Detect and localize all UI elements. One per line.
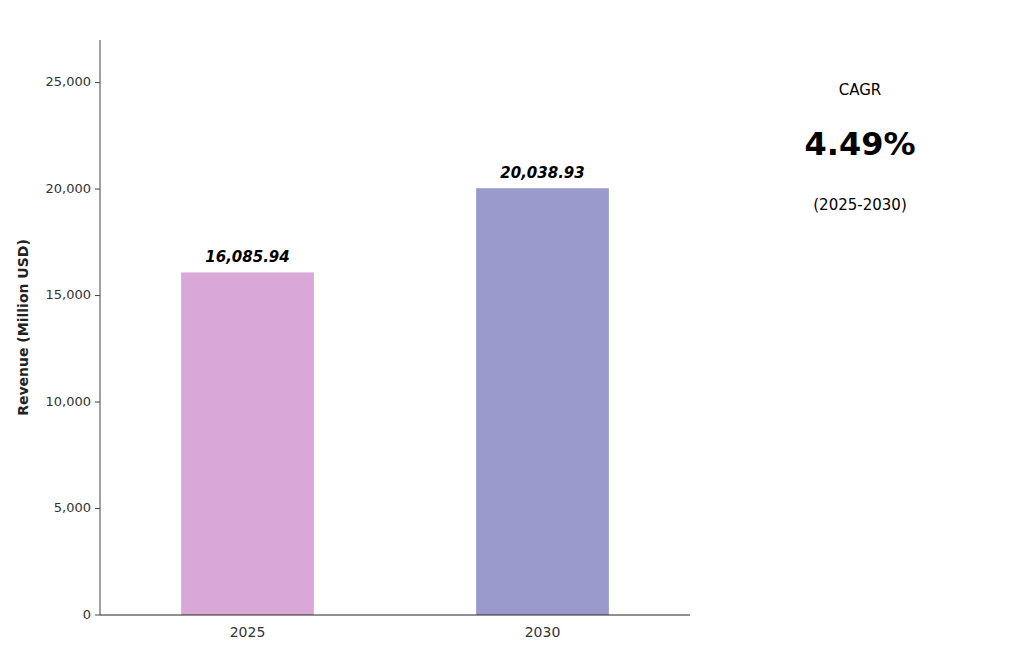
y-tick-label: 0 [83,607,91,622]
chart-svg: 0 5,000 10,000 15,000 20,000 25,000 Revenue (M… [0,0,1025,671]
y-tick-label: 20,000 [46,181,92,196]
bars [181,188,609,615]
y-tick-label: 10,000 [46,394,92,409]
x-tick-label: 2025 [230,624,266,640]
data-label: 20,038.93 [500,164,584,182]
y-tick-label: 5,000 [54,500,91,515]
y-tick [95,615,100,616]
y-axis-label: Revenue (Million USD) [15,239,31,416]
y-axis-line [100,40,101,615]
data-label: 16,085.94 [205,248,289,266]
y-tick [95,402,100,403]
bar [181,272,314,615]
y-tick-label: 25,000 [46,74,92,89]
chart-container: 0 5,000 10,000 15,000 20,000 25,000 Revenue (M… [0,0,1025,671]
annotation: (2025-2030) [813,196,906,214]
x-tick-label: 2030 [525,624,561,640]
annotation: CAGR [839,81,882,99]
y-tick [95,189,100,190]
annotation: 4.49% [804,125,915,163]
y-tick [95,508,100,509]
y-tick [95,82,100,83]
bar [476,188,609,615]
y-tick [95,295,100,296]
y-tick-label: 15,000 [46,287,92,302]
y-ticks: 0 5,000 10,000 15,000 20,000 25,000 [46,74,101,621]
x-axis-line [100,615,690,616]
